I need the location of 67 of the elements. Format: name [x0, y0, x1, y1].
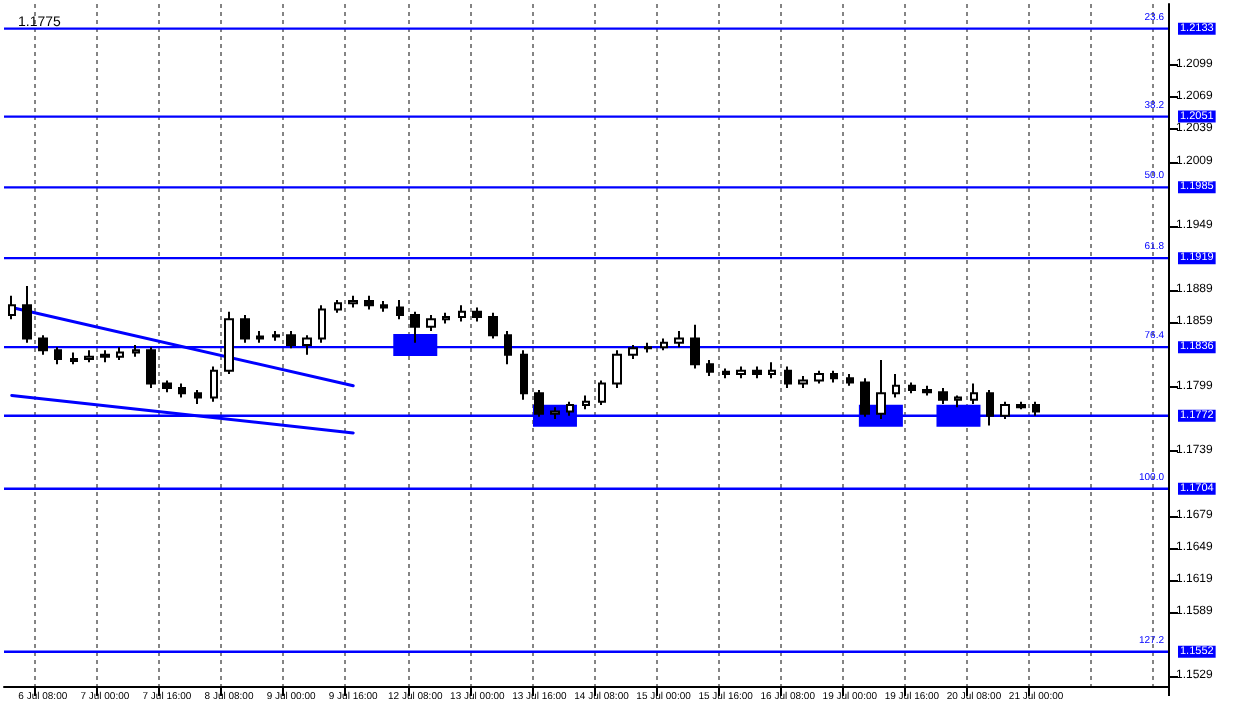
candlestick: [814, 369, 824, 385]
candlestick: [458, 304, 466, 323]
candlestick: [334, 298, 342, 314]
candlestick: [178, 382, 186, 399]
candlestick: [690, 323, 700, 370]
candlestick: [38, 334, 48, 356]
candlestick: [784, 365, 792, 389]
candlestick: [54, 346, 62, 366]
candlestick: [22, 285, 32, 344]
candlestick: [908, 381, 916, 395]
candlestick: [210, 365, 218, 403]
candlestick: [100, 349, 110, 364]
candlestick: [628, 344, 638, 360]
candlestick: [318, 304, 326, 344]
candlestick: [146, 346, 156, 389]
candlestick: [830, 369, 838, 384]
candlestick: [736, 365, 746, 380]
candlestick: [380, 300, 388, 313]
candlestick: [938, 386, 948, 405]
candlestick: [860, 377, 870, 418]
candlestick: [876, 359, 886, 420]
candlestick: [550, 406, 560, 420]
candlestick: [1016, 400, 1026, 411]
candlestick: [706, 359, 714, 378]
candlestick: [752, 365, 762, 380]
candlestick: [302, 334, 312, 356]
candlestick: [798, 375, 808, 389]
candlestick: [954, 394, 962, 409]
candlestick: [660, 337, 668, 352]
candlestick: [534, 389, 544, 418]
candlestick: [162, 379, 172, 394]
candlestick: [582, 394, 590, 411]
candlestick: [364, 294, 374, 311]
candlestick: [348, 294, 358, 309]
candlestick: [488, 311, 498, 340]
candlestick: [922, 384, 932, 397]
candlestick: [1032, 400, 1040, 417]
candlestick: [644, 341, 652, 354]
candlestick: [504, 330, 512, 366]
candlestick: [566, 400, 574, 417]
candlestick: [674, 330, 684, 349]
candlestick: [116, 346, 124, 362]
candlestick: [768, 361, 776, 380]
candlestick: [240, 313, 250, 344]
candlestick: [520, 349, 528, 401]
candlestick: [892, 372, 900, 399]
candlestick: [194, 389, 202, 405]
candlestick: [846, 372, 854, 387]
candlestick: [256, 330, 264, 344]
candlestick: [1000, 400, 1010, 420]
candlestick: [8, 294, 16, 321]
candlestick: [410, 310, 420, 344]
candlestick: [70, 351, 78, 366]
candlestick: [442, 311, 450, 325]
candlestick: [970, 382, 978, 405]
candlestick: [286, 330, 296, 350]
candlestick: [272, 330, 280, 342]
candlestick: [986, 389, 994, 427]
candlestick: [612, 349, 622, 389]
candlestick: [426, 313, 436, 333]
candlestick: [132, 344, 140, 358]
candlestick: [84, 349, 94, 364]
candlestick: [396, 298, 404, 321]
candlestick: [598, 379, 606, 407]
candlestick: [224, 310, 234, 375]
candlestick: [722, 367, 730, 380]
candlestick: [472, 306, 482, 323]
